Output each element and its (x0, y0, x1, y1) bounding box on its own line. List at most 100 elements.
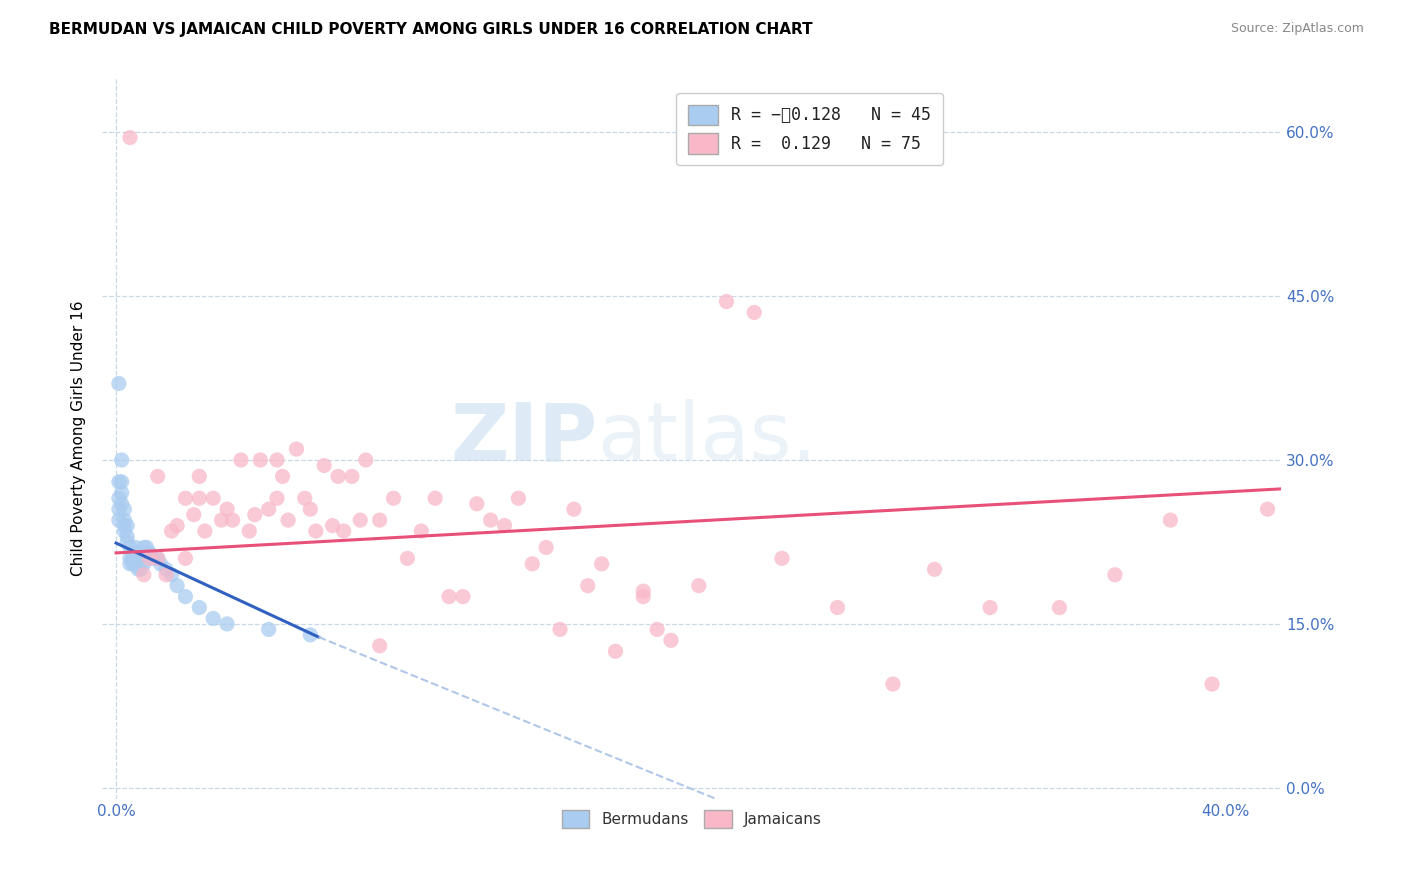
Point (508, 491, 530, 506)
Point (591, 557, 613, 571)
Point (211, 513, 233, 527)
Point (827, 600, 849, 615)
Point (277, 513, 299, 527)
Point (129, 551, 152, 566)
Text: Source: ZipAtlas.com: Source: ZipAtlas.com (1230, 22, 1364, 36)
Point (108, 475, 131, 489)
Point (305, 524, 328, 538)
Point (229, 453, 252, 467)
Point (1257, 502, 1279, 516)
Point (340, 469, 363, 483)
Point (118, 130, 141, 145)
Point (688, 579, 710, 593)
Point (257, 502, 280, 516)
Point (633, 584, 655, 599)
Point (155, 567, 177, 582)
Point (285, 442, 308, 456)
Point (174, 491, 197, 506)
Point (118, 541, 141, 555)
Point (742, 305, 765, 319)
Point (494, 518, 516, 533)
Point (118, 551, 141, 566)
Point (108, 376, 131, 391)
Point (166, 518, 188, 533)
Point (124, 541, 146, 555)
Point (770, 551, 793, 566)
Point (135, 541, 157, 555)
Point (349, 513, 371, 527)
Point (1104, 567, 1126, 582)
Point (166, 579, 188, 593)
Point (548, 623, 571, 637)
Point (112, 513, 135, 527)
Point (138, 551, 160, 566)
Point (183, 508, 205, 522)
Point (121, 546, 143, 560)
Point (160, 524, 183, 538)
Point (194, 524, 217, 538)
Point (112, 518, 135, 533)
Point (243, 508, 266, 522)
Point (411, 524, 433, 538)
Point (188, 600, 211, 615)
Point (121, 557, 143, 571)
Point (249, 453, 271, 467)
Point (129, 562, 152, 576)
Point (221, 513, 243, 527)
Point (425, 491, 447, 506)
Point (149, 557, 172, 571)
Point (215, 502, 238, 516)
Point (326, 469, 349, 483)
Point (266, 453, 288, 467)
Point (437, 590, 460, 604)
Point (299, 628, 322, 642)
Point (132, 567, 155, 582)
Point (155, 562, 177, 576)
Point (138, 546, 160, 560)
Point (716, 294, 738, 309)
Point (299, 502, 322, 516)
Point (271, 469, 294, 483)
Y-axis label: Child Poverty Among Girls Under 16: Child Poverty Among Girls Under 16 (72, 301, 86, 576)
Point (238, 524, 260, 538)
Point (633, 590, 655, 604)
Point (659, 633, 682, 648)
Point (522, 557, 544, 571)
Point (368, 513, 391, 527)
Point (127, 562, 149, 576)
Point (354, 453, 377, 467)
Point (174, 590, 197, 604)
Point (108, 513, 131, 527)
Point (111, 497, 134, 511)
Text: atlas.: atlas. (598, 399, 817, 477)
Point (132, 557, 155, 571)
Point (146, 551, 169, 566)
Legend: Bermudans, Jamaicans: Bermudans, Jamaicans (555, 804, 828, 835)
Point (146, 551, 169, 566)
Point (115, 535, 138, 549)
Point (1201, 677, 1223, 691)
Point (368, 639, 391, 653)
Point (188, 469, 211, 483)
Point (479, 513, 502, 527)
Point (202, 611, 225, 625)
Point (115, 529, 138, 543)
Point (396, 551, 419, 566)
Point (111, 475, 134, 489)
Point (141, 551, 163, 566)
Point (266, 491, 288, 506)
Point (111, 453, 134, 467)
Point (108, 502, 131, 516)
Point (1298, 502, 1320, 516)
Point (146, 469, 169, 483)
Point (174, 551, 197, 566)
Point (127, 551, 149, 566)
Point (188, 491, 211, 506)
Text: BERMUDAN VS JAMAICAN CHILD POVERTY AMONG GIRLS UNDER 16 CORRELATION CHART: BERMUDAN VS JAMAICAN CHILD POVERTY AMONG… (49, 22, 813, 37)
Point (111, 485, 134, 500)
Point (118, 557, 141, 571)
Point (127, 557, 149, 571)
Point (215, 616, 238, 631)
Point (112, 524, 135, 538)
Point (1049, 600, 1071, 615)
